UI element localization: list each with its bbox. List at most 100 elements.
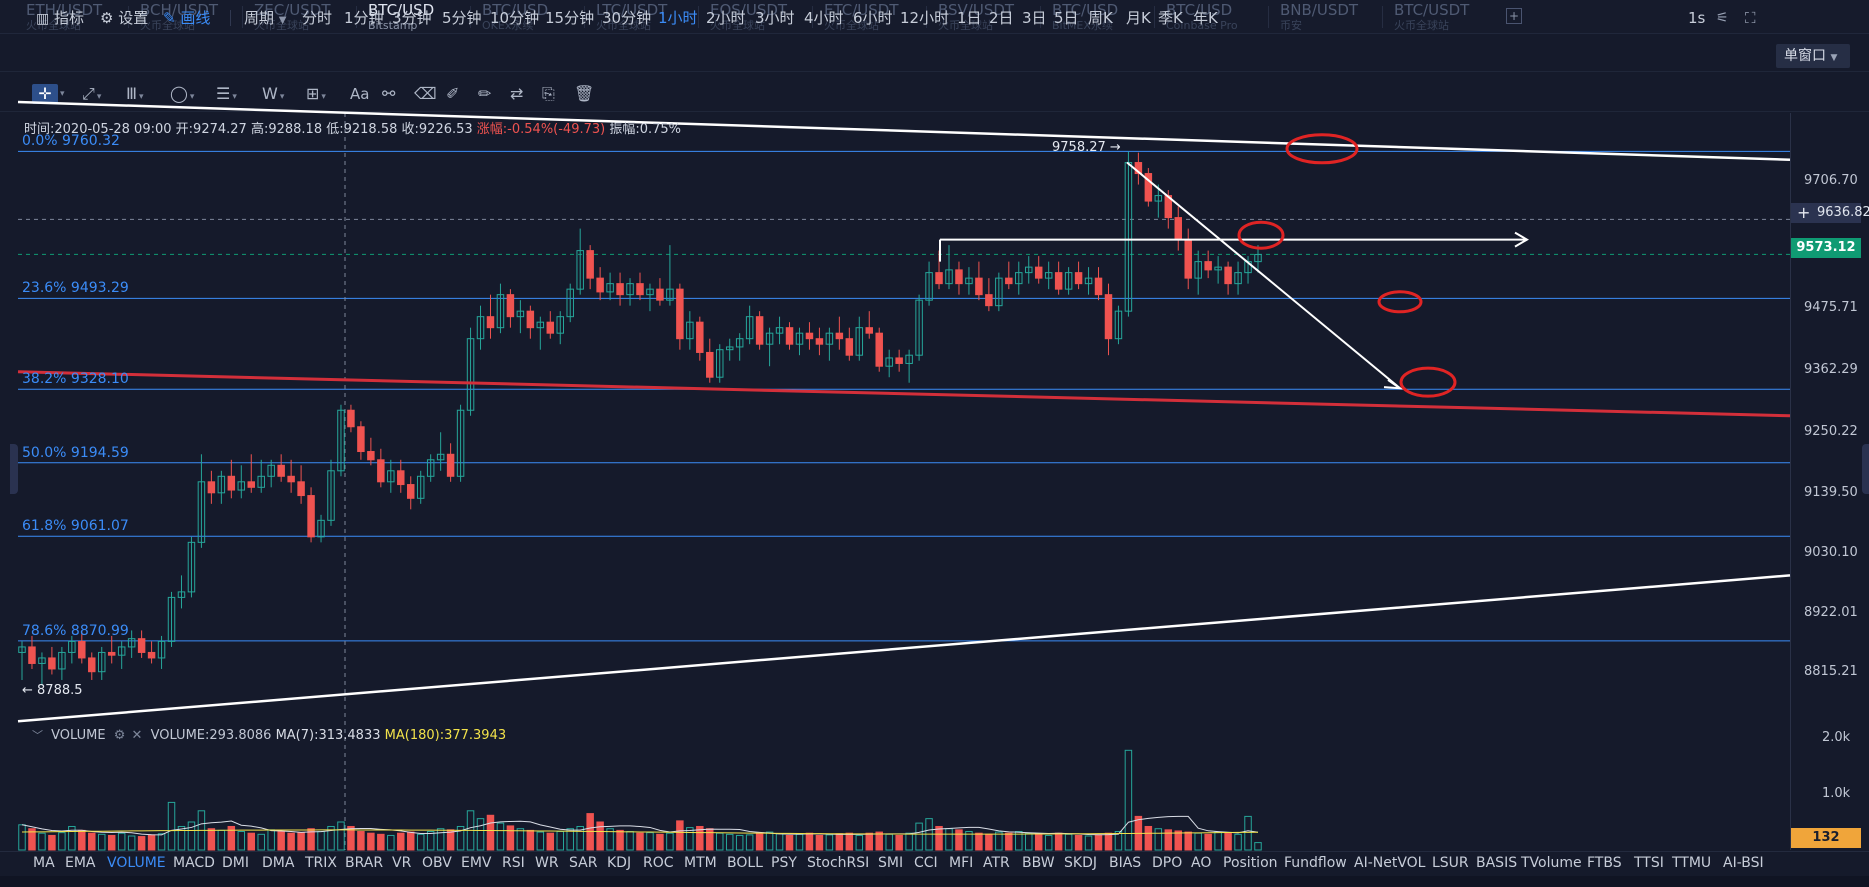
timeframe-option[interactable]: 15分钟 bbox=[545, 9, 595, 27]
shape-tool-icon[interactable]: ◯ ▾ bbox=[170, 84, 195, 103]
indicator-option[interactable]: AI-NetVOL bbox=[1354, 855, 1426, 871]
indicator-option[interactable]: TRIX bbox=[305, 855, 337, 871]
indicator-option[interactable]: TTMU bbox=[1672, 855, 1712, 871]
symbol-tab[interactable]: LTC/USDT 火币全球站 bbox=[584, 0, 697, 34]
lock-tool-icon[interactable]: ⇄ bbox=[510, 84, 524, 103]
indicator-option[interactable]: BBW bbox=[1022, 855, 1055, 871]
timeframe-option[interactable]: 5日 bbox=[1054, 9, 1079, 27]
timeframe-option[interactable]: 年K bbox=[1193, 9, 1218, 27]
timeframe-option[interactable]: 12小时 bbox=[900, 9, 950, 27]
timeframe-option[interactable]: 1分钟 bbox=[344, 9, 384, 27]
timeframe-option[interactable]: 10分钟 bbox=[490, 9, 540, 27]
indicator-option[interactable]: OBV bbox=[422, 855, 452, 871]
timeframe-option[interactable]: 2小时 bbox=[706, 9, 746, 27]
timeframe-option[interactable]: 6小时 bbox=[853, 9, 893, 27]
trash-icon[interactable]: 🗑 bbox=[574, 84, 595, 103]
timeframe-option[interactable]: 1小时 bbox=[658, 9, 698, 27]
ruler-tool-icon[interactable]: ✐ bbox=[446, 84, 460, 103]
symbol-tab[interactable]: BTC/USDT 火币全球站 bbox=[1382, 0, 1495, 34]
plus-icon[interactable]: + bbox=[1797, 203, 1811, 222]
crosshair-price-tag[interactable]: +9636.82 bbox=[1791, 203, 1869, 223]
timeframe-option[interactable]: 月K bbox=[1126, 9, 1151, 27]
indicator-option[interactable]: SAR bbox=[569, 855, 598, 871]
symbol-tab[interactable]: BTC/USD OKEx永续 bbox=[470, 0, 583, 34]
left-collapse-handle[interactable] bbox=[10, 444, 18, 494]
timeframe-option[interactable]: 3小时 bbox=[755, 9, 795, 27]
indicator-option[interactable]: BOLL bbox=[727, 855, 763, 871]
period-dropdown[interactable]: 周期 ▼ bbox=[244, 8, 287, 28]
close-icon[interactable]: ✕ bbox=[131, 728, 143, 743]
timeframe-option[interactable]: 5分钟 bbox=[442, 9, 482, 27]
symbol-tab[interactable]: EOS/USDT 火币全球站 bbox=[698, 0, 811, 34]
indicator-option[interactable]: BRAR bbox=[345, 855, 384, 871]
indicator-option[interactable]: FTBS bbox=[1587, 855, 1622, 871]
measure-tool-icon[interactable]: ⊞ ▾ bbox=[306, 84, 326, 103]
indicator-option[interactable]: StochRSI bbox=[807, 855, 870, 871]
settings-sliders-icon[interactable]: ⚟ bbox=[1716, 10, 1729, 26]
symbol-tab[interactable]: BCH/USDT 火币全球站 bbox=[128, 0, 241, 34]
price-axis[interactable] bbox=[1790, 113, 1869, 850]
indicator-option[interactable]: RSI bbox=[502, 855, 525, 871]
wave-tool-icon[interactable]: W ▾ bbox=[262, 84, 285, 103]
fullscreen-icon[interactable]: ⛶ bbox=[1745, 9, 1756, 27]
right-collapse-handle[interactable] bbox=[1862, 444, 1869, 494]
timeframe-option[interactable]: 1日 bbox=[957, 9, 982, 27]
brush-tool-icon[interactable]: ✏ bbox=[478, 84, 492, 103]
indicator-option[interactable]: ROC bbox=[643, 855, 674, 871]
hide-tool-icon[interactable]: ⎘ bbox=[542, 84, 555, 103]
symbol-tab[interactable]: BTC/USD BitMEX永续 bbox=[1040, 0, 1153, 34]
chevron-down-icon[interactable]: ﹀ bbox=[32, 729, 43, 742]
timeframe-option[interactable]: 2日 bbox=[989, 9, 1014, 27]
indicator-option[interactable]: WR bbox=[535, 855, 559, 871]
symbol-tab[interactable]: ETH/USDT 火币全球站 bbox=[14, 0, 127, 34]
indicator-option[interactable]: BIAS bbox=[1109, 855, 1142, 871]
indicator-option[interactable]: AO bbox=[1191, 855, 1212, 871]
indicator-option[interactable]: DMA bbox=[262, 855, 295, 871]
symbol-tab[interactable]: ZEC/USDT 火币全球站 bbox=[242, 0, 355, 34]
indicator-option[interactable]: CCI bbox=[914, 855, 938, 871]
indicator-option[interactable]: Fundflow bbox=[1284, 855, 1347, 871]
chevron-down-icon[interactable]: ▾ bbox=[60, 89, 65, 99]
indicator-option[interactable]: BASIS bbox=[1476, 855, 1518, 871]
add-symbol-button[interactable]: + bbox=[1506, 8, 1522, 24]
draw-button[interactable]: ✎ 画线 bbox=[163, 8, 210, 28]
symbol-tab[interactable]: BNB/USDT 币安 bbox=[1268, 0, 1381, 34]
indicator-option[interactable]: VR bbox=[392, 855, 412, 871]
settings-button[interactable]: ⚙ 设置 bbox=[100, 8, 148, 28]
settings-icon[interactable]: ⚙ bbox=[113, 728, 126, 743]
indicator-option[interactable]: DPO bbox=[1152, 855, 1183, 871]
indicator-option[interactable]: SMI bbox=[878, 855, 904, 871]
indicators-button[interactable]: ▥ 指标 bbox=[36, 8, 84, 28]
indicator-option[interactable]: VOLUME bbox=[107, 855, 166, 871]
realtime-toggle[interactable]: 1s bbox=[1688, 9, 1706, 27]
price-chart-pane[interactable] bbox=[18, 113, 1790, 724]
channel-tool-icon[interactable]: Ⅲ ▾ bbox=[126, 84, 144, 103]
indicator-option[interactable]: EMV bbox=[461, 855, 492, 871]
indicator-option[interactable]: LSUR bbox=[1432, 855, 1469, 871]
indicator-option[interactable]: MTM bbox=[684, 855, 717, 871]
fib-tool-icon[interactable]: ☰ ▾ bbox=[216, 84, 237, 103]
window-mode-dropdown[interactable]: 单窗口 ▼ bbox=[1776, 44, 1850, 68]
timeframe-option[interactable]: 周K bbox=[1088, 9, 1113, 27]
timeframe-option[interactable]: 分时 bbox=[302, 9, 333, 27]
trendline-tool-icon[interactable]: ⤢ ▾ bbox=[82, 84, 102, 103]
magnet-tool-icon[interactable]: ⚯ bbox=[382, 84, 396, 103]
indicator-option[interactable]: PSY bbox=[771, 855, 797, 871]
symbol-tab[interactable]: BTC/USD Bitstamp bbox=[356, 0, 469, 34]
indicator-option[interactable]: MACD bbox=[173, 855, 215, 871]
indicator-option[interactable]: Position bbox=[1223, 855, 1278, 871]
indicator-option[interactable]: KDJ bbox=[607, 855, 632, 871]
indicator-option[interactable]: MFI bbox=[949, 855, 974, 871]
indicator-option[interactable]: AI-BSI bbox=[1723, 855, 1764, 871]
indicator-option[interactable]: TTSI bbox=[1634, 855, 1664, 871]
text-tool-icon[interactable]: Aa bbox=[350, 85, 370, 103]
symbol-tab[interactable]: BTC/USD Coinbase Pro bbox=[1154, 0, 1267, 34]
indicator-option[interactable]: TVolume bbox=[1521, 855, 1582, 871]
timeframe-option[interactable]: 3分钟 bbox=[392, 9, 432, 27]
crosshair-tool-icon[interactable]: ✛ bbox=[32, 84, 58, 104]
symbol-tab[interactable]: ETC/USDT 火币全球站 bbox=[812, 0, 925, 34]
indicator-option[interactable]: DMI bbox=[222, 855, 249, 871]
timeframe-option[interactable]: 季K bbox=[1158, 9, 1183, 27]
indicator-option[interactable]: EMA bbox=[65, 855, 96, 871]
indicator-option[interactable]: SKDJ bbox=[1064, 855, 1097, 871]
